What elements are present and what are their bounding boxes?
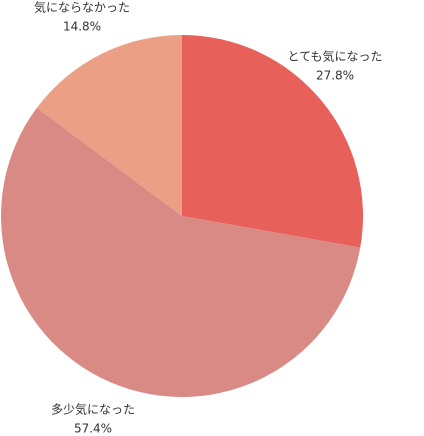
value-label: 57.4% bbox=[74, 422, 112, 436]
pie-slice bbox=[182, 35, 363, 248]
pie-slice bbox=[1, 107, 361, 397]
slice-label: 多少気になった bbox=[51, 402, 135, 417]
pie-slice bbox=[36, 35, 182, 216]
value-label: 27.8% bbox=[316, 69, 354, 83]
slice-label: 気にならなかった bbox=[34, 0, 130, 15]
slice-label: とても気になった bbox=[287, 49, 382, 64]
value-label: 14.8% bbox=[63, 20, 101, 34]
